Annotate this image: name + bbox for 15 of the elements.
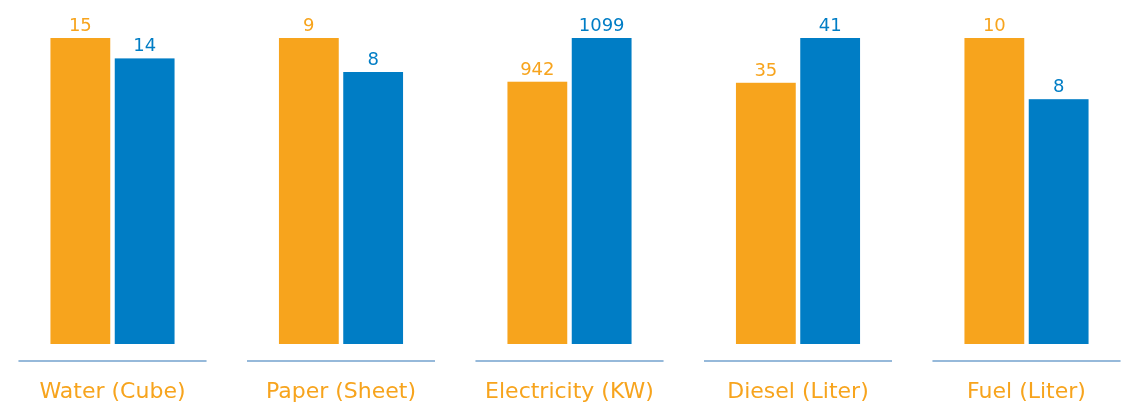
x-tick-label: Paper (Sheet) — [265, 378, 417, 403]
data-label: 10 — [982, 14, 1006, 35]
x-tick-label: Water (Cube) — [39, 378, 186, 403]
x-tick-label: Diesel (Liter) — [727, 378, 869, 403]
data-label: 8 — [367, 48, 379, 69]
x-tick-label: Electricity (KW) — [485, 378, 654, 403]
data-label: 15 — [68, 14, 92, 35]
data-label: 14 — [133, 34, 157, 56]
data-label: 41 — [818, 14, 842, 35]
x-tick-label: Fuel (Liter) — [967, 378, 1086, 403]
data-label: 35 — [754, 58, 778, 80]
data-label: 942 — [520, 57, 555, 79]
data-label: 1099 — [578, 14, 625, 35]
data-label: 9 — [303, 14, 315, 35]
data-label: 8 — [1052, 75, 1065, 97]
